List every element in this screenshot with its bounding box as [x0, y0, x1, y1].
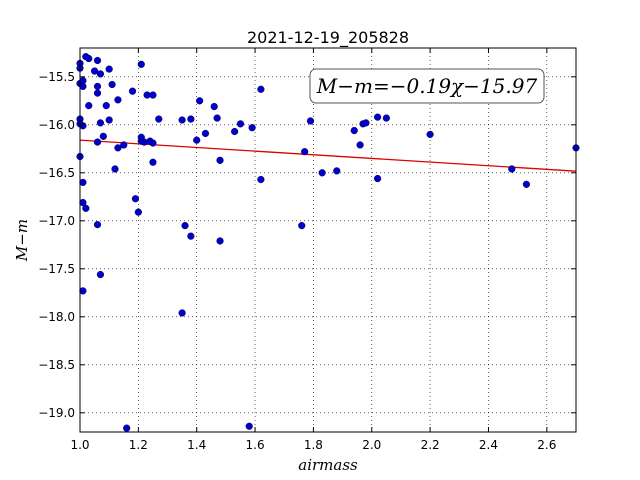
data-point: [79, 122, 87, 130]
data-point: [231, 127, 239, 136]
data-point: [99, 132, 107, 140]
data-point: [522, 180, 531, 188]
y-tick-label: −19.0: [38, 406, 75, 420]
y-tick-label: −16.0: [38, 118, 75, 132]
x-tick-label: 1.2: [129, 438, 148, 452]
data-point: [508, 165, 516, 173]
data-points: [76, 53, 580, 432]
fit-line-group: [79, 139, 577, 172]
data-point: [298, 222, 306, 230]
data-point: [105, 116, 113, 124]
x-tick-labels: 1.0 1.2 1.4 1.6 1.8 2.0 2.2 2.4 2.6: [70, 438, 556, 452]
data-point: [356, 141, 364, 149]
data-point: [210, 102, 218, 111]
data-point: [96, 270, 105, 279]
data-point: [248, 124, 256, 132]
data-point: [102, 101, 110, 110]
data-point: [93, 56, 102, 65]
data-point: [93, 89, 102, 97]
x-tick-label: 2.4: [479, 438, 498, 452]
data-point: [128, 87, 137, 95]
data-point: [350, 126, 358, 135]
fit-equation: M−m=−0.19χ−15.97: [316, 74, 538, 98]
data-point: [155, 115, 163, 123]
data-point: [90, 67, 99, 75]
data-point: [134, 208, 142, 216]
data-point: [111, 165, 119, 173]
data-point: [108, 80, 116, 89]
data-point: [137, 60, 145, 68]
chart-title: 2021-12-19_205828: [247, 28, 409, 48]
data-point: [216, 237, 224, 245]
data-point: [374, 113, 382, 121]
data-point: [123, 424, 131, 432]
data-point: [201, 129, 210, 138]
x-tick-label: 1.0: [70, 438, 89, 452]
data-point: [257, 85, 265, 93]
data-point: [149, 139, 157, 147]
x-tick-label: 2.0: [362, 438, 381, 452]
data-point: [93, 138, 102, 146]
data-point: [213, 114, 221, 122]
data-point: [318, 169, 326, 177]
data-point: [178, 309, 186, 317]
data-point: [96, 70, 105, 78]
data-point: [187, 232, 195, 240]
data-point: [105, 65, 113, 73]
data-point: [333, 167, 341, 175]
data-point: [79, 178, 87, 187]
data-point: [181, 222, 189, 230]
data-point: [382, 114, 390, 122]
data-point: [82, 204, 90, 212]
data-point: [120, 141, 128, 149]
x-axis-label: airmass: [298, 456, 358, 474]
x-tick-label: 2.2: [421, 438, 440, 452]
data-point: [131, 195, 140, 203]
y-tick-label: −18.0: [38, 310, 75, 324]
annotation-box: [309, 68, 545, 104]
data-point: [79, 287, 87, 295]
y-tick-label: −15.5: [38, 70, 75, 84]
y-tick-label: −17.5: [38, 262, 75, 276]
data-point: [236, 120, 245, 128]
data-point: [257, 175, 265, 184]
data-point: [245, 422, 253, 430]
plot-frame: [79, 47, 577, 433]
data-point: [426, 130, 434, 139]
data-point: [85, 54, 93, 63]
data-point: [149, 91, 157, 99]
x-tick-label: 1.6: [246, 438, 265, 452]
data-point: [362, 119, 370, 127]
data-point: [374, 174, 382, 183]
data-point: [149, 158, 157, 166]
y-tick-label: −17.0: [38, 214, 75, 228]
data-point: [178, 116, 186, 124]
data-point: [114, 144, 122, 152]
y-axis-label: M−m: [13, 219, 31, 262]
y-tick-label: −18.5: [38, 358, 75, 372]
data-point: [85, 101, 93, 110]
data-point: [301, 148, 309, 156]
data-point: [306, 117, 315, 125]
data-point: [193, 136, 201, 144]
x-tick-label: 1.8: [304, 438, 323, 452]
fit-line: [79, 139, 577, 172]
data-point: [79, 82, 87, 91]
fit-annotation: M−m=−0.19χ−15.97: [309, 68, 545, 104]
data-point: [187, 115, 195, 123]
axis-ticks: [79, 48, 576, 432]
data-point: [96, 119, 105, 127]
data-point: [216, 156, 224, 164]
data-point: [93, 82, 102, 91]
x-tick-label: 1.4: [187, 438, 206, 452]
x-tick-label: 2.6: [537, 438, 556, 452]
data-point: [114, 96, 122, 104]
data-point: [196, 97, 204, 105]
data-point: [93, 221, 102, 229]
y-tick-labels: −15.5 −16.0 −16.5 −17.0 −17.5 −18.0 −18.5 −19.0: [38, 70, 75, 420]
grid: [79, 48, 576, 432]
y-tick-label: −16.5: [38, 166, 75, 180]
